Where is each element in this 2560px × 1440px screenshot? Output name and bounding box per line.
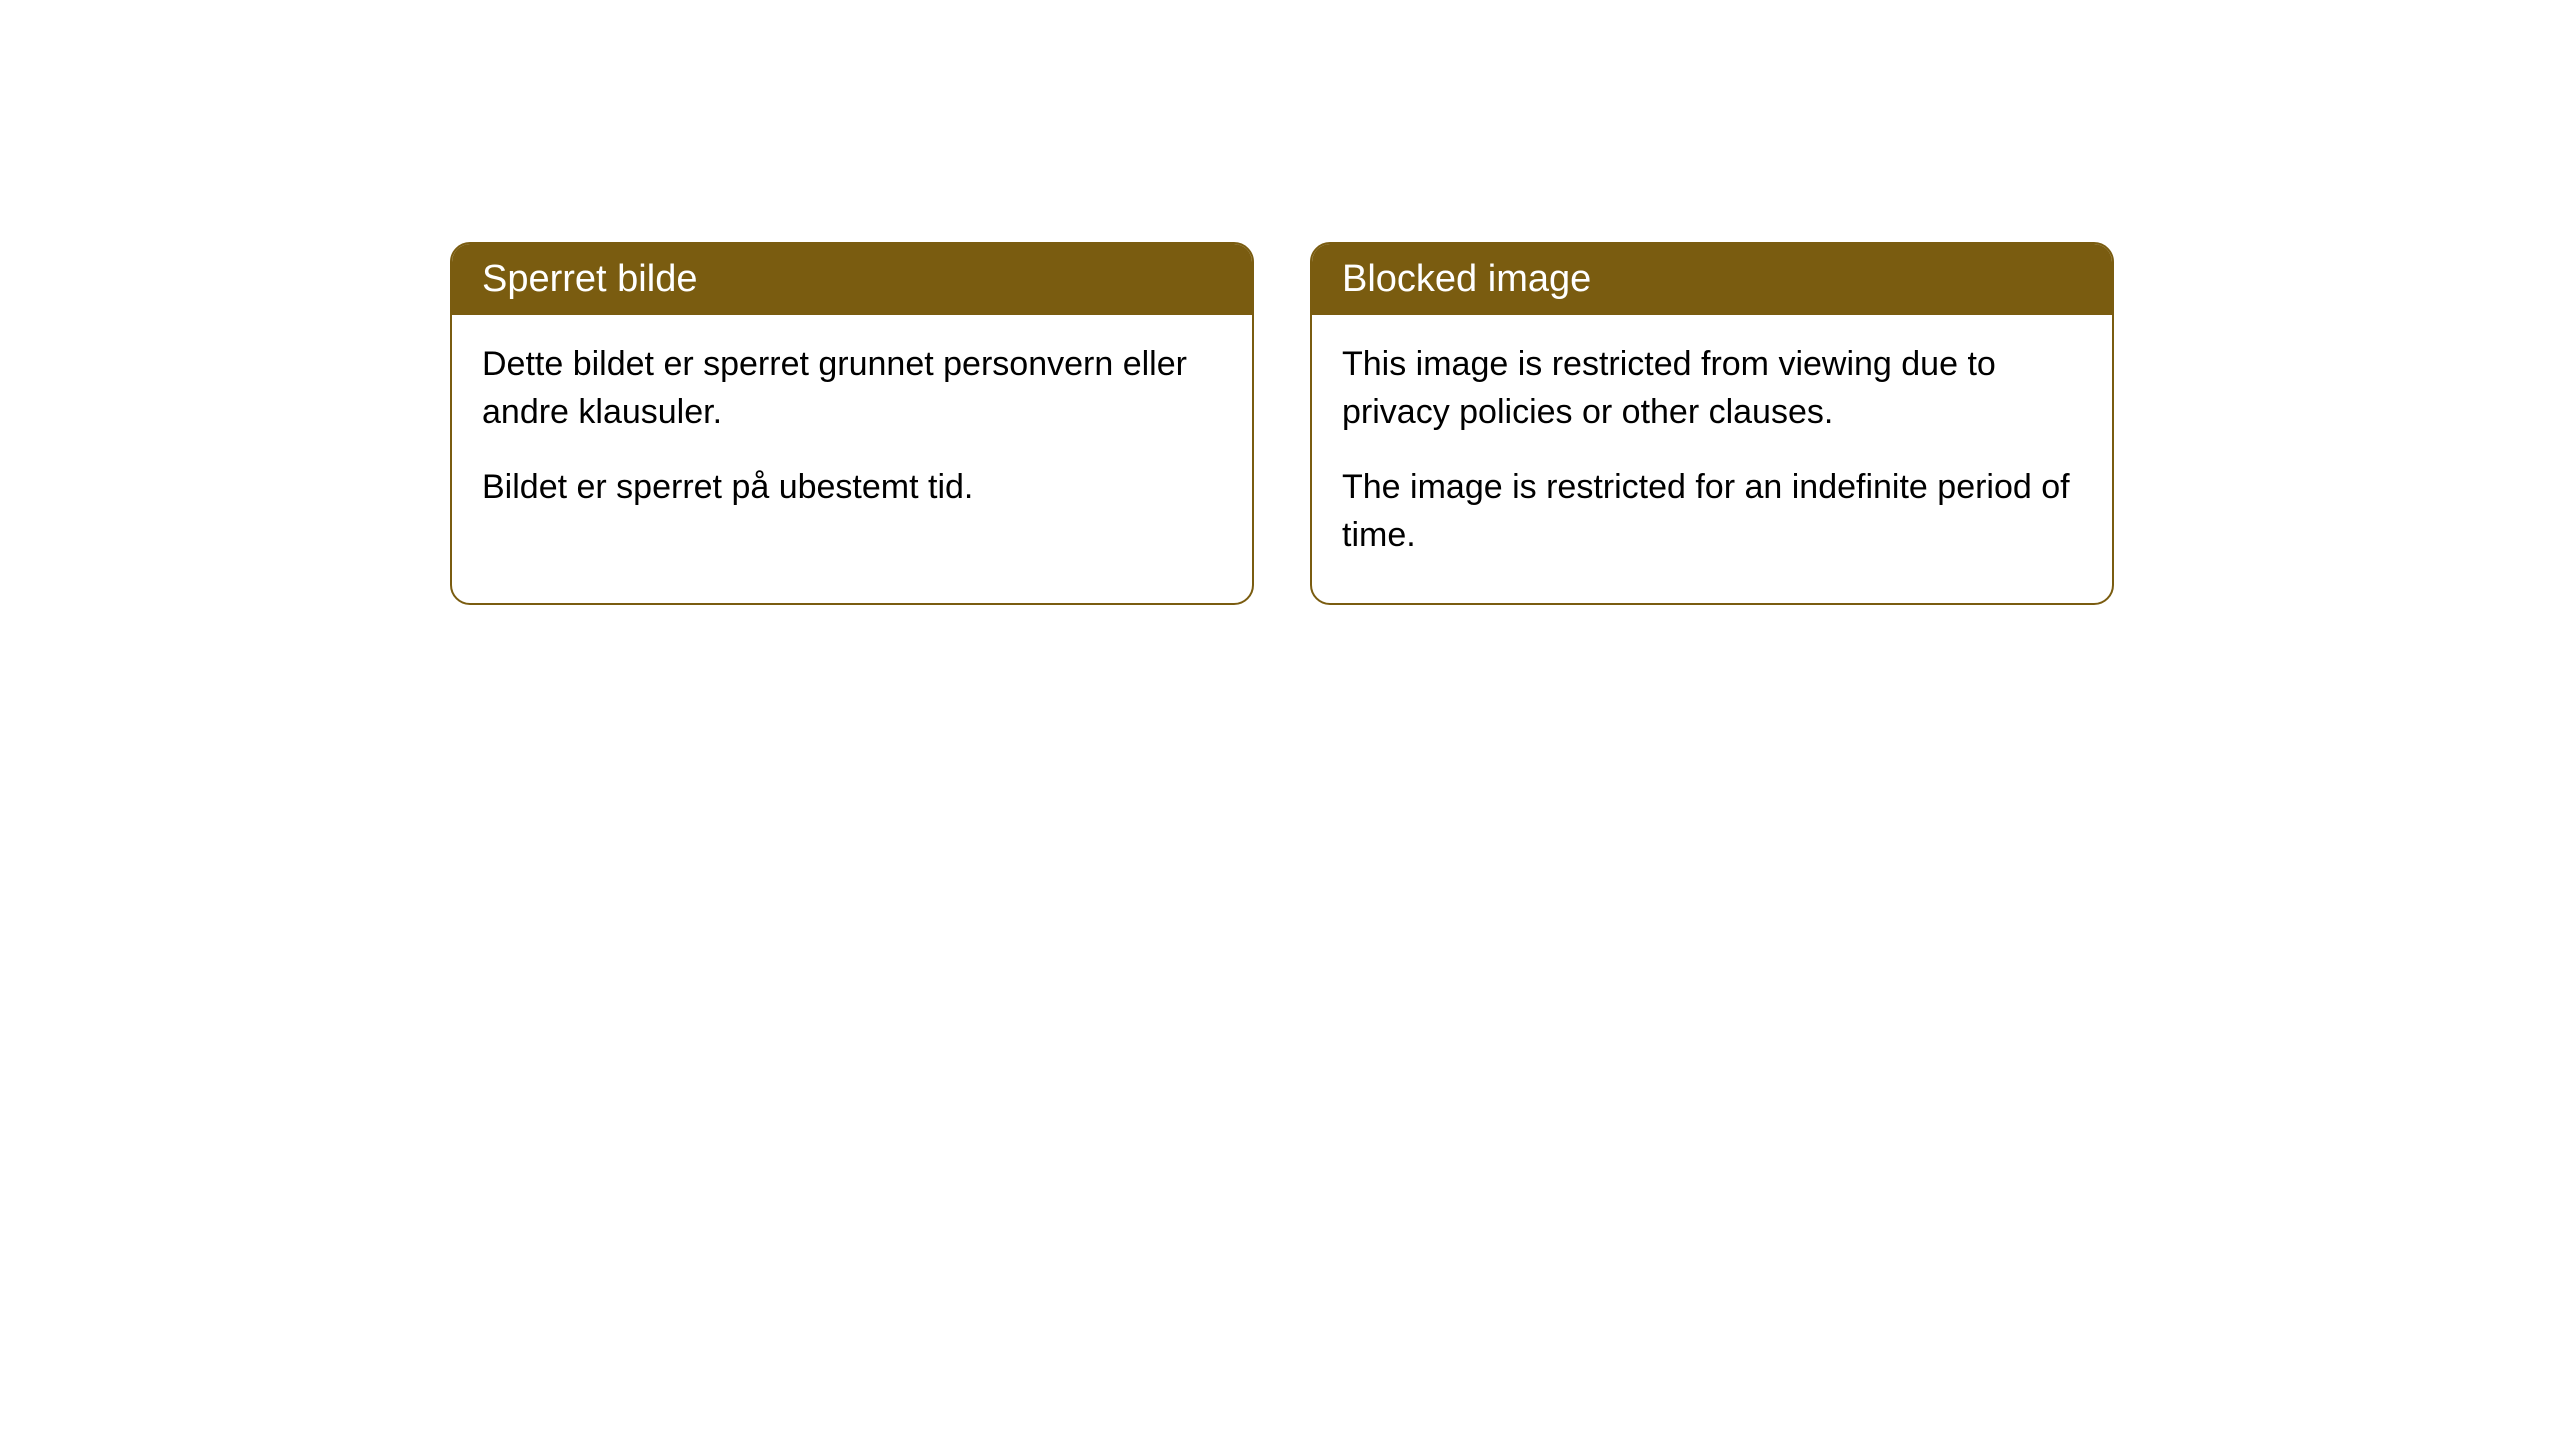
- card-english: Blocked image This image is restricted f…: [1310, 242, 2114, 605]
- card-body-english: This image is restricted from viewing du…: [1312, 315, 2112, 603]
- card-title-norwegian: Sperret bilde: [482, 258, 697, 300]
- card-paragraph-1: This image is restricted from viewing du…: [1342, 341, 2082, 436]
- card-paragraph-1: Dette bildet er sperret grunnet personve…: [482, 341, 1222, 436]
- card-norwegian: Sperret bilde Dette bildet er sperret gr…: [450, 242, 1254, 605]
- cards-container: Sperret bilde Dette bildet er sperret gr…: [450, 242, 2560, 605]
- card-header-english: Blocked image: [1312, 244, 2112, 315]
- card-paragraph-2: The image is restricted for an indefinit…: [1342, 464, 2082, 559]
- card-body-norwegian: Dette bildet er sperret grunnet personve…: [452, 315, 1252, 556]
- card-paragraph-2: Bildet er sperret på ubestemt tid.: [482, 464, 1222, 512]
- card-title-english: Blocked image: [1342, 258, 1591, 300]
- card-header-norwegian: Sperret bilde: [452, 244, 1252, 315]
